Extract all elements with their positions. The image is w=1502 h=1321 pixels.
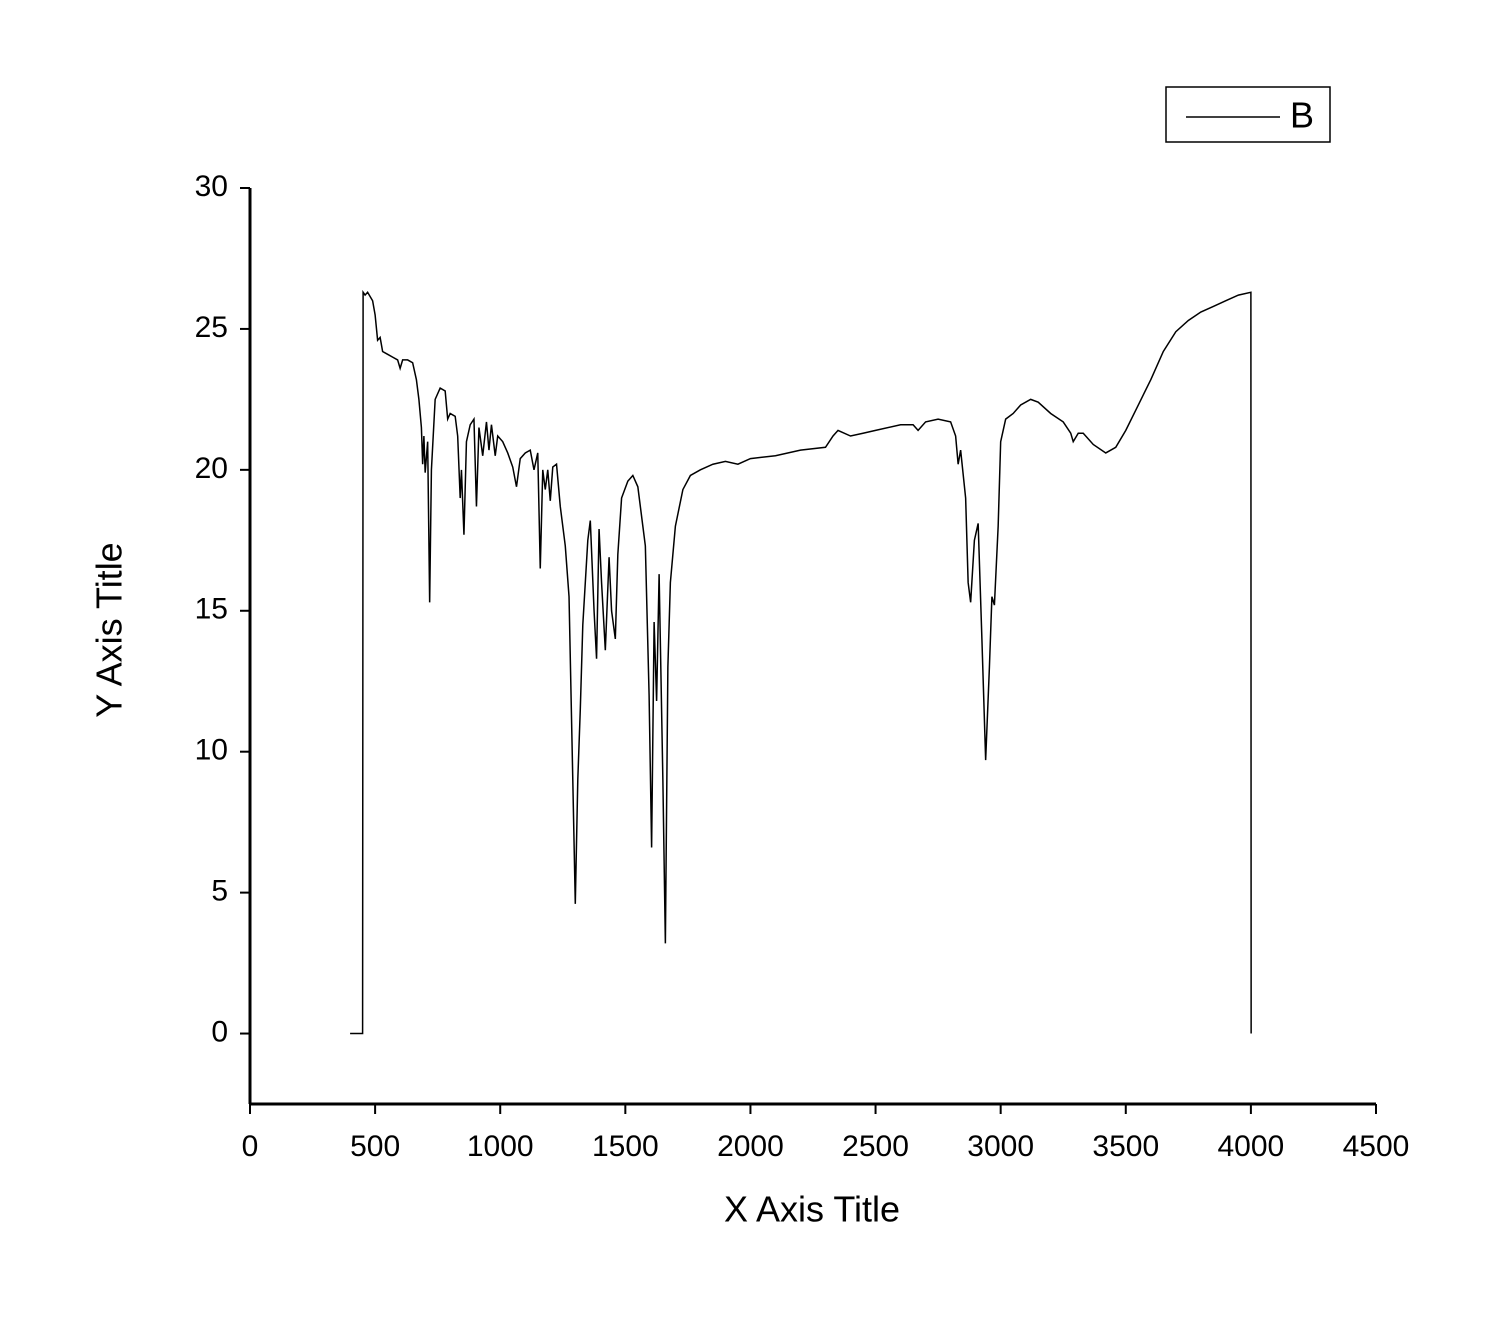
y-tick-label: 20 <box>195 452 228 485</box>
y-axis-title: Y Axis Title <box>89 542 130 717</box>
x-tick-label: 4000 <box>1218 1130 1285 1163</box>
x-tick-label: 1500 <box>592 1130 659 1163</box>
data-line <box>350 289 1252 1035</box>
legend-label: B <box>1290 95 1314 136</box>
x-tick-label: 2000 <box>717 1130 784 1163</box>
y-tick-label: 25 <box>195 311 228 344</box>
x-tick-label: 4500 <box>1343 1130 1410 1163</box>
y-tick-label: 30 <box>195 170 228 203</box>
x-tick-label: 3500 <box>1092 1130 1159 1163</box>
x-tick-label: 0 <box>242 1130 259 1163</box>
y-tick-label: 15 <box>195 593 228 626</box>
x-tick-label: 500 <box>350 1130 400 1163</box>
x-tick-label: 1000 <box>467 1130 534 1163</box>
x-axis-title: X Axis Title <box>724 1189 900 1230</box>
x-tick-label: 2500 <box>842 1130 909 1163</box>
legend-box <box>1165 86 1331 143</box>
y-tick-label: 5 <box>211 875 228 908</box>
y-tick-label: 0 <box>211 1015 228 1048</box>
y-tick-label: 10 <box>195 734 228 767</box>
x-tick-label: 3000 <box>967 1130 1034 1163</box>
